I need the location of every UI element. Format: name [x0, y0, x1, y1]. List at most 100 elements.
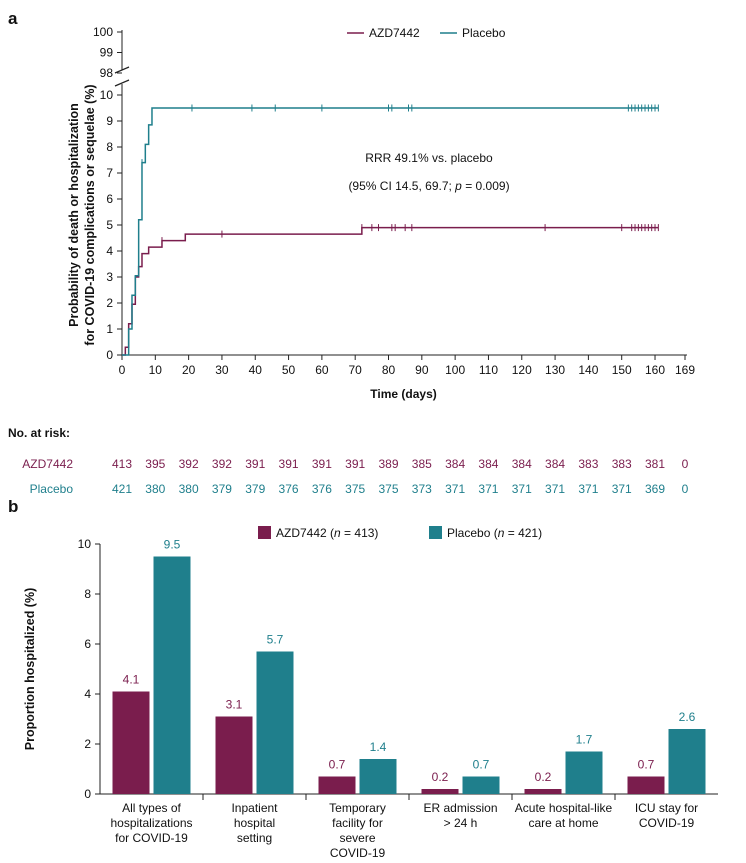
y-axis-title-line: for COVID-19 complications or sequelae (…	[83, 84, 97, 345]
panel-a-label: a	[8, 9, 18, 28]
legend-label-name: Placebo (	[447, 526, 498, 540]
bar-category-label: facility for	[332, 816, 383, 830]
bar-azd7442	[627, 776, 665, 794]
risk-count: 380	[145, 482, 165, 496]
risk-count: 379	[212, 482, 232, 496]
bar-data-label: 1.4	[370, 740, 387, 754]
risk-count: 371	[445, 482, 465, 496]
risk-count: 371	[578, 482, 598, 496]
x-axis-title: Time (days)	[370, 387, 436, 401]
legend-label-count: = 413)	[341, 526, 379, 540]
km-curve-placebo	[122, 107, 659, 356]
risk-count: 383	[578, 457, 598, 471]
x-tick-label: 80	[382, 363, 396, 377]
bar-data-label: 9.5	[164, 538, 181, 552]
axis-break-mark	[114, 66, 130, 87]
bar-data-label: 0.7	[473, 758, 490, 772]
ci-annotation-value: = 0.009)	[462, 179, 510, 193]
risk-count: 389	[378, 457, 398, 471]
bar-category-label: Inpatient	[231, 801, 278, 815]
risk-count: 375	[345, 482, 365, 496]
x-tick-label: 90	[415, 363, 429, 377]
bar-azd7442	[421, 789, 459, 794]
y-tick-label: 3	[106, 270, 113, 284]
risk-count: 385	[412, 457, 432, 471]
y-tick-label: 7	[106, 166, 113, 180]
ci-annotation-p: p	[454, 179, 462, 193]
panel-b-label: b	[8, 497, 18, 516]
bar-category-label: hospital	[234, 816, 275, 830]
risk-row-label: Placebo	[30, 482, 74, 496]
risk-count: 421	[112, 482, 132, 496]
legend-label-placebo: Placebo	[462, 26, 506, 40]
legend-swatch-azd7442	[258, 526, 271, 539]
legend-label-n: n	[498, 526, 505, 540]
bar-data-label: 0.2	[535, 770, 552, 784]
bar-placebo	[256, 651, 294, 794]
bar-category-label: ER admission	[423, 801, 497, 815]
y-tick-label: 0	[106, 348, 113, 362]
risk-count: 392	[179, 457, 199, 471]
risk-count: 413	[112, 457, 132, 471]
y-tick-label: 1	[106, 322, 113, 336]
bar-placebo	[668, 729, 706, 794]
risk-count: 371	[478, 482, 498, 496]
legend-label-azd7442: AZD7442	[369, 26, 420, 40]
bar-category-label: Temporary	[329, 801, 386, 815]
x-tick-label: 40	[249, 363, 263, 377]
bar-data-label: 0.7	[638, 758, 655, 772]
km-curve-azd7442	[122, 226, 659, 356]
x-tick-label: 0	[119, 363, 126, 377]
bar-category-label: setting	[237, 831, 272, 845]
bar-azd7442	[524, 789, 562, 794]
risk-count: 384	[545, 457, 565, 471]
y-break-tick-label: 99	[100, 46, 114, 60]
risk-count: 375	[378, 482, 398, 496]
risk-count: 383	[612, 457, 632, 471]
bar-category-label: hospitalizations	[110, 816, 192, 830]
x-tick-label: 120	[512, 363, 532, 377]
bar-data-label: 4.1	[123, 673, 140, 687]
y-tick-label: 10	[100, 88, 114, 102]
bar-y-tick-label: 4	[84, 687, 91, 701]
legend-swatch-placebo	[429, 526, 442, 539]
x-tick-label: 100	[445, 363, 465, 377]
x-tick-label: 10	[149, 363, 163, 377]
risk-count: 0	[682, 482, 689, 496]
bar-data-label: 0.7	[329, 758, 346, 772]
bar-azd7442	[112, 691, 150, 794]
risk-count: 379	[245, 482, 265, 496]
legend-label-count: = 421)	[504, 526, 542, 540]
x-tick-label: 70	[349, 363, 363, 377]
ci-annotation: (95% CI 14.5, 69.7; p = 0.009)	[348, 179, 509, 193]
legend-label-azd7442: AZD7442 (n = 413)	[276, 526, 378, 540]
risk-count: 384	[512, 457, 532, 471]
bar-placebo	[153, 556, 191, 794]
x-tick-label: 140	[578, 363, 598, 377]
bar-category-label: severe	[339, 831, 375, 845]
risk-count: 391	[279, 457, 299, 471]
bar-category-label: ICU stay for	[635, 801, 698, 815]
legend-label-placebo: Placebo (n = 421)	[447, 526, 542, 540]
x-tick-label: 160	[645, 363, 665, 377]
y-tick-label: 5	[106, 218, 113, 232]
bar-category-label: COVID-19	[330, 846, 386, 858]
bar-y-tick-label: 6	[84, 637, 91, 651]
legend-label-name: AZD7442 (	[276, 526, 334, 540]
risk-count: 381	[645, 457, 665, 471]
risk-table-header: No. at risk:	[8, 426, 70, 440]
y-break-tick-label: 98	[100, 66, 114, 80]
bar-data-label: 5.7	[267, 633, 284, 647]
bar-data-label: 1.7	[576, 733, 593, 747]
y-tick-label: 6	[106, 192, 113, 206]
x-tick-label: 110	[479, 363, 498, 377]
y-axis-title: Probability of death or hospitalization f…	[67, 84, 97, 345]
legend-panel-b: AZD7442 (n = 413) Placebo (n = 421)	[258, 526, 542, 540]
ci-annotation-text: (95% CI 14.5, 69.7;	[348, 179, 455, 193]
legend-label-n: n	[334, 526, 341, 540]
bar-y-tick-label: 8	[84, 587, 91, 601]
risk-count: 376	[312, 482, 332, 496]
bar-placebo	[565, 751, 603, 794]
